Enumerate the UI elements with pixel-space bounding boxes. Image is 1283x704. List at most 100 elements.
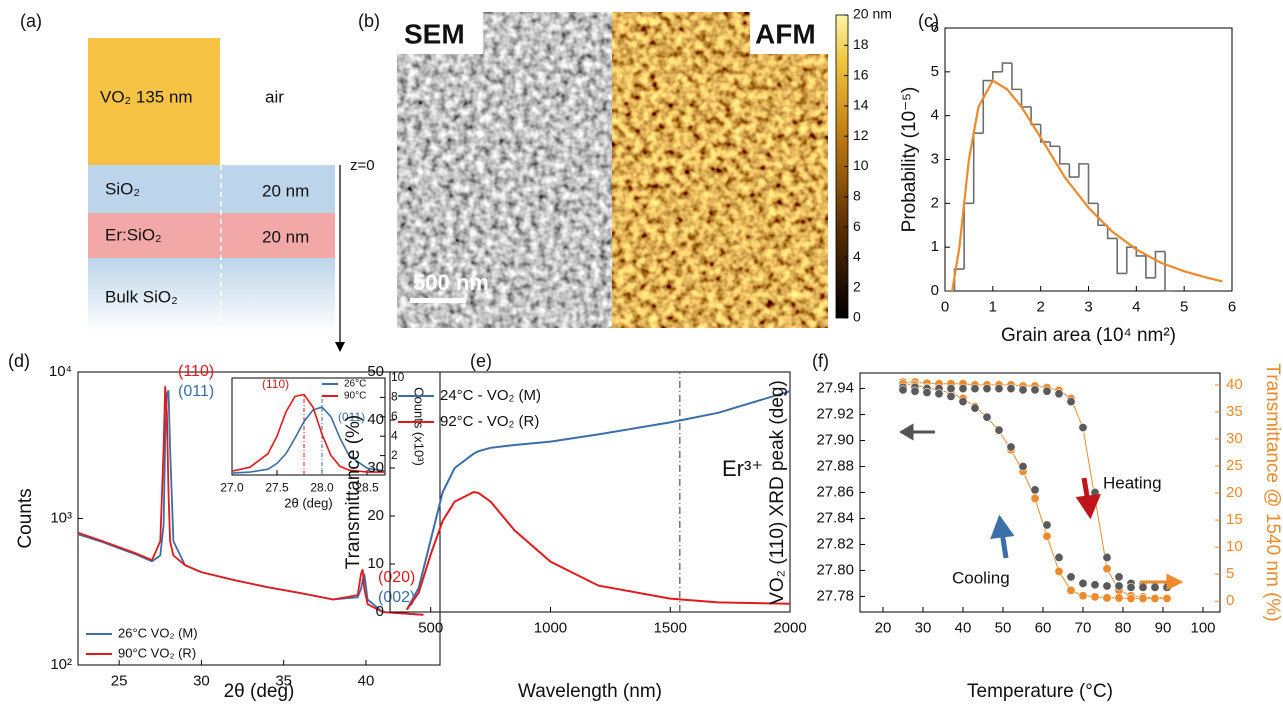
y-tick-label: 10³ — [50, 509, 72, 526]
layer-label: air — [265, 87, 284, 106]
colorbar-tick-label: 20 nm — [853, 6, 892, 22]
peak-label: (110) — [178, 363, 214, 380]
data-point — [994, 384, 1004, 394]
y-tick-label: 30 — [367, 459, 384, 476]
data-point — [1102, 564, 1112, 574]
panel-label: (c) — [918, 11, 939, 31]
arrow — [1140, 573, 1184, 591]
x-tick-label: 27.5 — [265, 480, 289, 494]
y-tick-label: 20 — [367, 507, 384, 524]
x-tick-label: 1500 — [654, 619, 687, 636]
data-point — [1126, 582, 1136, 592]
data-point — [1078, 423, 1088, 433]
data-line — [231, 406, 386, 474]
data-point — [1042, 386, 1052, 396]
data-point — [1054, 552, 1064, 562]
y-tick-label: 2 — [931, 194, 939, 211]
y-axis-title: Probability (10⁻⁵) — [899, 87, 920, 233]
legend-label: 24°C - VO₂ (M) — [440, 387, 541, 404]
y2-tick-label: 0 — [1226, 592, 1234, 609]
histogram-bin — [1106, 225, 1118, 240]
data-line — [405, 490, 791, 611]
scale-bar — [410, 298, 466, 303]
x-tick-label: 30 — [193, 672, 210, 689]
x-tick-label: 500 — [418, 619, 443, 636]
peak-label: (011) — [338, 410, 365, 424]
histogram-bin — [1145, 255, 1156, 279]
data-point — [982, 384, 992, 394]
data-point — [934, 389, 944, 399]
histogram-bin — [1011, 63, 1022, 91]
y2-tick-label: 10 — [1226, 538, 1243, 555]
y-tick-label: 27.88 — [816, 457, 854, 474]
peak-label: (011) — [178, 383, 214, 400]
x-tick-label: 30 — [915, 619, 932, 636]
y-tick-label: 10 — [391, 370, 405, 384]
y-tick-label: 1 — [931, 238, 939, 255]
data-point — [1126, 593, 1136, 603]
x-tick-label: 5 — [1180, 298, 1188, 315]
x-tick-label: 80 — [1115, 619, 1132, 636]
y-tick-label: 4 — [391, 428, 398, 442]
y2-axis-title: Transmittance @ 1540 nm (%) — [1262, 363, 1283, 621]
x-tick-label: 6 — [1228, 298, 1236, 315]
y-tick-label: 6 — [391, 409, 398, 423]
y2-tick-label: 20 — [1226, 484, 1243, 501]
x-tick-label: 90 — [1155, 619, 1172, 636]
y2-tick-label: 25 — [1226, 457, 1243, 474]
fit-curve — [951, 79, 1223, 292]
colorbar-tick-label: 8 — [853, 188, 861, 204]
data-point — [1006, 384, 1016, 394]
histogram-bin — [982, 79, 993, 134]
data-point — [1042, 531, 1052, 541]
label-box — [397, 12, 483, 54]
data-point — [1150, 582, 1160, 592]
data-point — [1042, 520, 1052, 530]
data-point — [946, 384, 956, 394]
inset-background — [232, 378, 385, 475]
annotation: Cooling — [952, 568, 1010, 587]
histogram-bin — [1164, 251, 1175, 292]
x-tick-label: 35 — [275, 672, 292, 689]
y-tick-label: 5 — [931, 63, 939, 80]
legend-label: 90°C — [344, 391, 366, 402]
data-point — [946, 391, 956, 401]
y-tick-label: 40 — [367, 411, 384, 428]
x-tick-label: 1000 — [534, 619, 567, 636]
y-axis-title: VO₂ (110) XRD peak (deg) — [767, 380, 788, 605]
y-tick-label: 27.94 — [816, 380, 854, 397]
data-point — [922, 387, 932, 397]
data-point — [1138, 582, 1148, 592]
y-tick-label: 27.82 — [816, 535, 854, 552]
x-axis-title: Wavelength (nm) — [518, 681, 662, 702]
data-point — [1030, 385, 1040, 395]
x-tick-label: 28.5 — [355, 480, 379, 494]
histogram-bin — [1125, 246, 1137, 274]
histogram-bin — [1154, 250, 1166, 278]
y2-tick-label: 30 — [1226, 430, 1243, 447]
data-point — [1138, 593, 1148, 603]
panel-label: (d) — [8, 351, 30, 371]
data-line — [77, 386, 424, 616]
plot-frame — [944, 27, 1233, 292]
y2-tick-label: 40 — [1226, 376, 1243, 393]
plot-frame — [859, 372, 1221, 613]
y-tick-label: 27.86 — [816, 483, 854, 500]
x-tick-label: 60 — [1035, 619, 1052, 636]
arrow — [990, 514, 1015, 559]
data-point — [958, 397, 968, 407]
layer-label: 20 nm — [262, 227, 309, 246]
histogram-bin — [953, 268, 965, 291]
data-point — [1066, 572, 1076, 582]
y-tick-label: 50 — [367, 363, 384, 380]
colorbar-tick-label: 2 — [853, 278, 861, 294]
x-tick-label: 40 — [955, 619, 972, 636]
x-tick-label: 4 — [1132, 298, 1140, 315]
y2-tick-label: 15 — [1226, 511, 1243, 528]
layer-diagram: (a) VO₂ 135 nm air z=0 SiO₂ 20 nm Er:SiO… — [20, 11, 375, 352]
x-tick-label: 50 — [995, 619, 1012, 636]
data-point — [1030, 493, 1040, 503]
x-tick-label: 2 — [1036, 298, 1044, 315]
x-tick-label: 100 — [1190, 619, 1215, 636]
panel-label: (e) — [470, 351, 492, 371]
